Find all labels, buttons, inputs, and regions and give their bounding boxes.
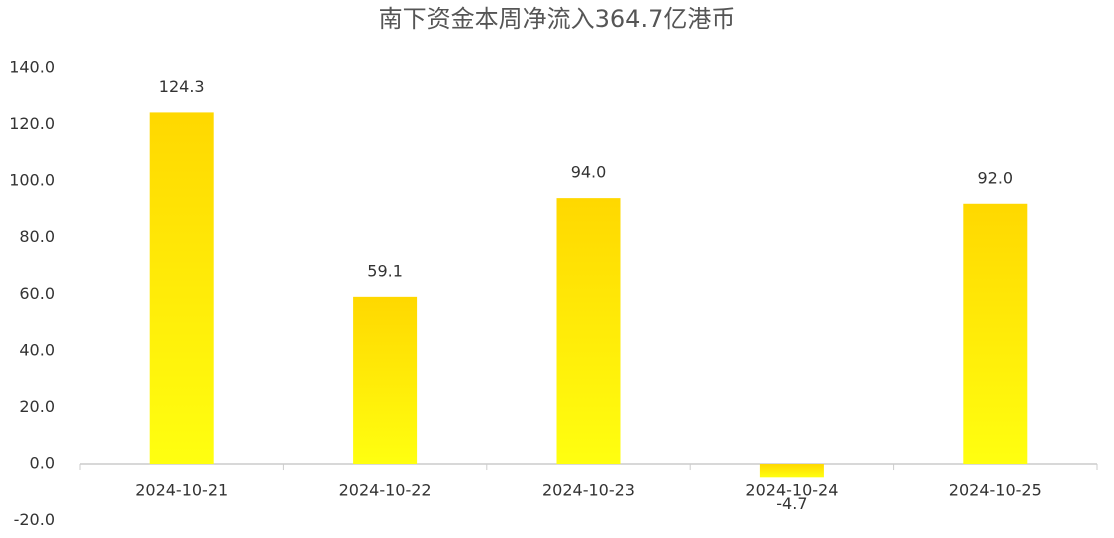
x-tick-label: 2024-10-23 [542,481,635,500]
y-tick-label: 80.0 [19,227,55,246]
y-tick-label: 40.0 [19,340,55,359]
data-label: 59.1 [367,261,403,280]
y-tick-label: 100.0 [9,171,55,190]
y-tick-label: 0.0 [30,454,55,473]
data-label: 92.0 [977,168,1013,187]
x-tick-label: 2024-10-21 [135,481,228,500]
x-tick-label: 2024-10-22 [339,481,432,500]
data-label: 94.0 [571,163,607,182]
bar [759,464,824,478]
bar [149,112,214,465]
bar [556,198,621,465]
data-label: -4.7 [776,494,807,513]
bar [353,296,418,465]
y-tick-label: 60.0 [19,284,55,303]
x-tick-label: 2024-10-24 [745,481,838,500]
y-tick-label: 120.0 [9,114,55,133]
chart-title: 南下资金本周净流入364.7亿港币 [379,5,736,33]
y-tick-label: 20.0 [19,397,55,416]
y-tick-label: -20.0 [14,510,55,529]
bar [963,203,1028,465]
x-tick-label: 2024-10-25 [949,481,1042,500]
data-label: 124.3 [159,77,205,96]
y-tick-label: 140.0 [9,58,55,77]
